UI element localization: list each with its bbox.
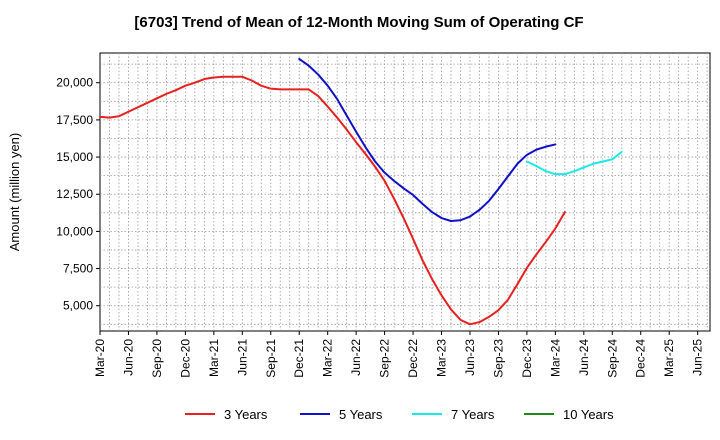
legend-label: 3 Years: [224, 407, 268, 422]
x-tick-label: Dec-22: [406, 339, 420, 378]
y-tick-label: 10,000: [56, 224, 93, 238]
y-axis-label: Amount (million yen): [7, 133, 22, 252]
y-tick-label: 5,000: [63, 299, 93, 313]
x-tick-label: Mar-21: [207, 339, 221, 377]
x-tick-label: Sep-22: [378, 339, 392, 378]
y-tick-label: 20,000: [56, 76, 93, 90]
x-tick-label: Sep-20: [150, 339, 164, 378]
y-tick-label: 12,500: [56, 187, 93, 201]
x-tick-label: Sep-21: [264, 339, 278, 378]
x-tick-label: Jun-20: [121, 339, 135, 376]
series-lines: [99, 57, 623, 326]
y-tick-label: 17,500: [56, 113, 93, 127]
x-axis: Mar-20 Jun-20 Sep-20 Dec-20 Mar-21 Jun-21 Sep-…: [93, 331, 705, 378]
x-tick-label: Jun-25: [691, 339, 705, 376]
series-line-3-years: [99, 75, 566, 326]
x-tick-label: Jun-24: [577, 339, 591, 376]
chart-title: [6703] Trend of Mean of 12-Month Moving …: [134, 14, 583, 31]
x-tick-label: Dec-23: [520, 339, 534, 378]
x-tick-label: Jun-21: [235, 339, 249, 376]
x-tick-label: Mar-25: [662, 339, 676, 377]
x-tick-label: Sep-23: [491, 339, 505, 378]
x-tick-label: Sep-24: [605, 339, 619, 378]
series-line-5-years: [298, 57, 557, 222]
plot-border: [99, 52, 711, 332]
series-line-7-years: [525, 150, 623, 176]
x-tick-label: Dec-20: [178, 339, 192, 378]
y-axis: 5,000 7,500 10,000 12,500 15,000 17,500 20,000: [56, 76, 100, 313]
grid: [100, 53, 710, 331]
y-tick-label: 7,500: [63, 262, 93, 276]
x-tick-label: Mar-22: [321, 339, 335, 377]
plot-area: [99, 52, 711, 332]
x-tick-label: Mar-20: [93, 339, 107, 377]
x-tick-label: Mar-23: [435, 339, 449, 377]
x-tick-label: Jun-22: [349, 339, 363, 376]
legend-label: 7 Years: [451, 407, 495, 422]
x-tick-label: Mar-24: [548, 339, 562, 377]
legend: 3 Years 5 Years 7 Years 10 Years: [185, 407, 614, 422]
legend-label: 5 Years: [339, 407, 383, 422]
x-tick-label: Dec-21: [292, 339, 306, 378]
legend-label: 10 Years: [563, 407, 614, 422]
x-tick-label: Dec-24: [634, 339, 648, 378]
y-tick-label: 15,000: [56, 150, 93, 164]
x-tick-label: Jun-23: [463, 339, 477, 376]
